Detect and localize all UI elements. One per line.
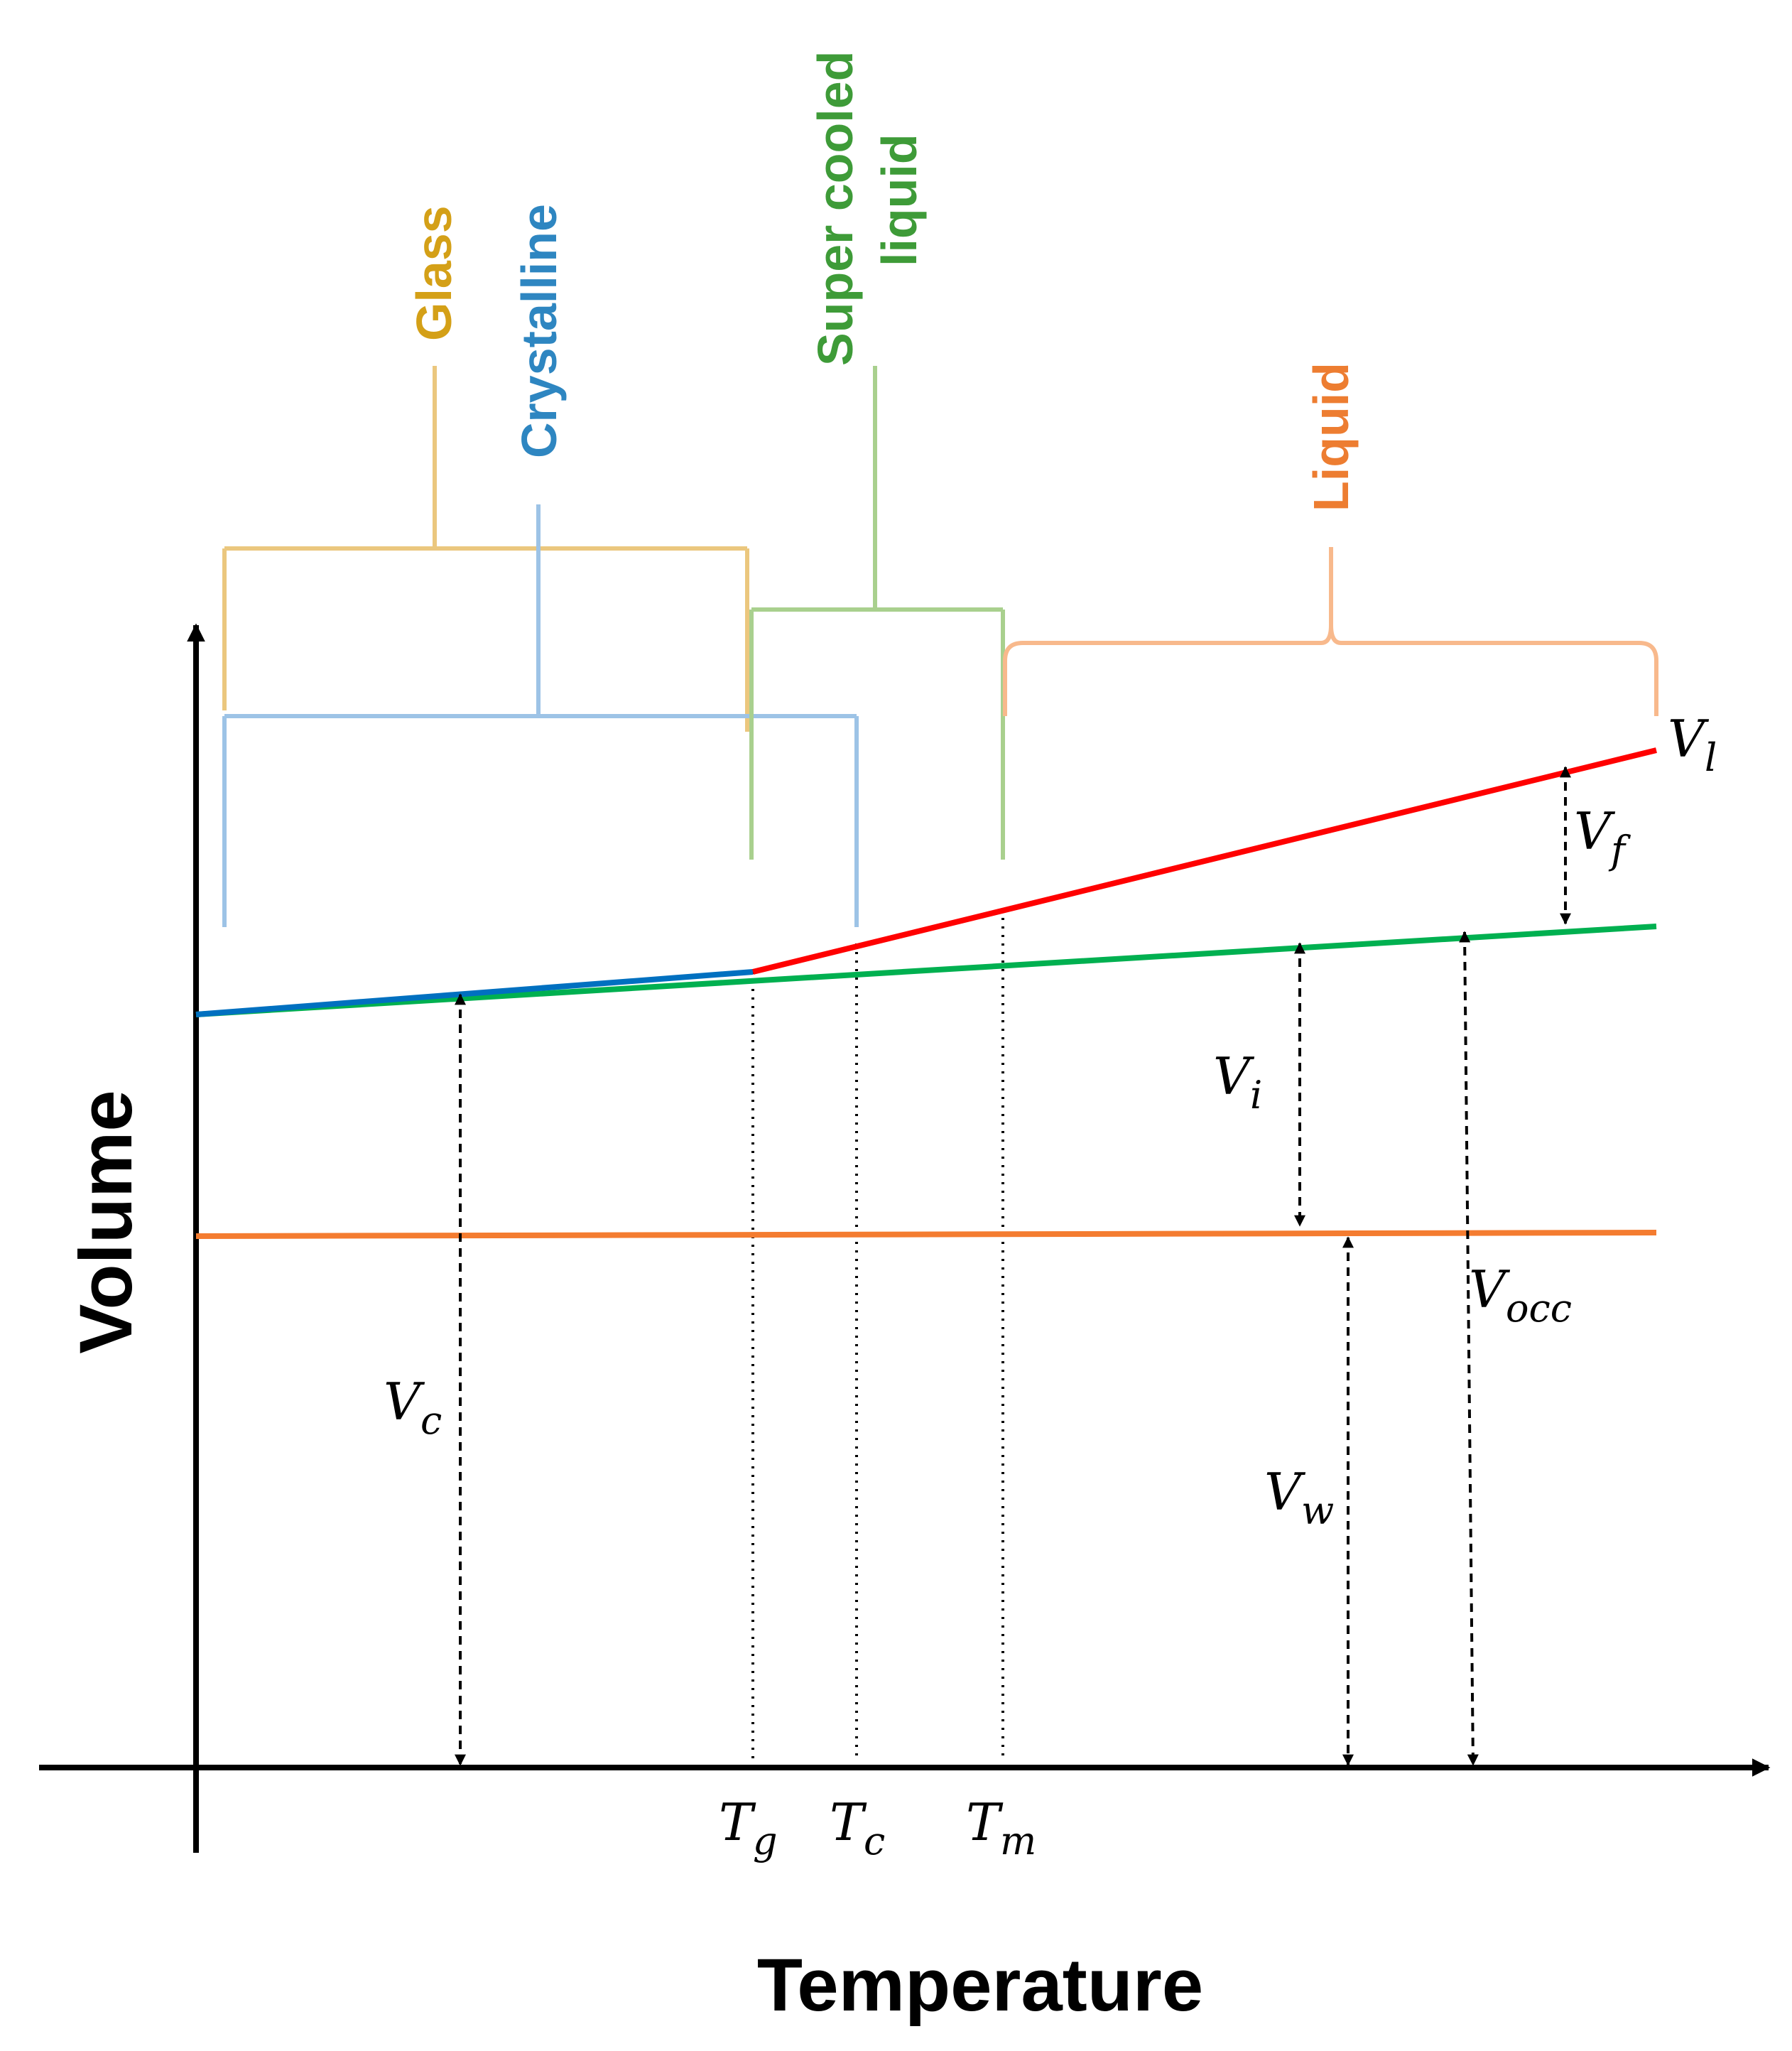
liquid-brace <box>1003 547 1658 716</box>
vi-label-sub: i <box>1250 1073 1262 1118</box>
vc-label-sub: c <box>420 1398 442 1443</box>
tc-label: Tc <box>830 1792 885 1863</box>
vl-label-sub: l <box>1705 735 1717 780</box>
tm-label-sub: m <box>1000 1819 1036 1863</box>
vi-label: Vi <box>1213 1046 1262 1118</box>
vw-label: Vw <box>1264 1462 1334 1533</box>
vl-label: Vl <box>1668 709 1717 780</box>
tm-label: Tm <box>966 1792 1036 1863</box>
vocc-label: Vocc <box>1469 1260 1572 1331</box>
vw-label-sub: w <box>1301 1488 1334 1533</box>
tg-label-sub: g <box>753 1819 778 1863</box>
vf-label: Vf <box>1574 801 1631 872</box>
glass-label: Glass <box>406 205 462 341</box>
vocc-label-base: V <box>1469 1260 1511 1319</box>
vf-label-sub: f <box>1608 828 1631 872</box>
vw-label-base: V <box>1264 1462 1306 1522</box>
liquid-label: Liquid <box>1303 362 1359 512</box>
vi-label-base: V <box>1213 1046 1255 1106</box>
tc-label-base: T <box>830 1792 867 1852</box>
y-axis-title: Volume <box>65 1090 148 1353</box>
occupied-volume-line <box>195 924 1657 1017</box>
van-der-waals-volume-line <box>195 1230 1657 1239</box>
crystalline-bracket <box>222 504 859 927</box>
supercooled-label-line1: Super cooled <box>808 51 863 366</box>
tg-label: Tg <box>719 1792 778 1863</box>
liquid-volume-line <box>752 747 1657 975</box>
crystal-segment-line <box>195 969 754 1017</box>
vocc-label-sub: occ <box>1506 1286 1572 1331</box>
supercooled-bracket <box>749 366 1005 860</box>
tm-label-base: T <box>966 1792 1004 1852</box>
vocc-arrow <box>1459 931 1479 1766</box>
vf-label-base: V <box>1574 801 1616 861</box>
glass-bracket <box>222 366 749 732</box>
vc-label: Vc <box>384 1372 442 1443</box>
crystalline-label: Crystalline <box>511 204 567 458</box>
x-axis-title: Temperature <box>757 1944 1203 2027</box>
tc-label-sub: c <box>864 1819 885 1863</box>
vl-label-base: V <box>1668 709 1710 769</box>
supercooled-label-line2: liquid <box>871 134 927 266</box>
tg-label-base: T <box>719 1792 756 1852</box>
vc-label-base: V <box>384 1372 425 1432</box>
